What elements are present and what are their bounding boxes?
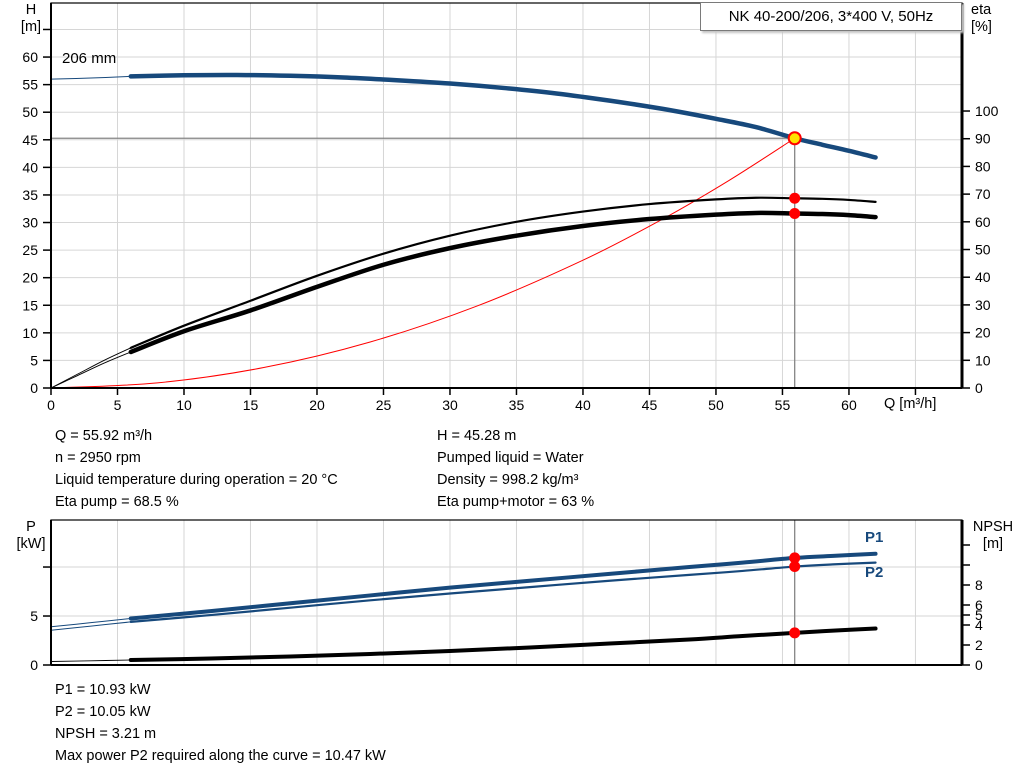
npsh-curve-lead: [50, 659, 131, 662]
y-right-tick-label: 90: [975, 131, 991, 147]
chart-title-box: NK 40-200/206, 3*400 V, 50Hz: [700, 2, 962, 31]
y-left-tick-label: 30: [22, 215, 38, 231]
info-line: Q = 55.92 m³/h: [55, 428, 153, 444]
eta-axis-header: eta [%]: [971, 2, 992, 35]
y-right-tick-label: 0: [975, 657, 983, 673]
info-line: P1 = 10.93 kW: [55, 682, 151, 698]
y-right-tick-label: 30: [975, 297, 991, 313]
y-left-tick-label: 50: [22, 104, 38, 120]
y-right-tick-label: 70: [975, 186, 991, 202]
p1-curve: [128, 551, 878, 621]
npsh-axis-header: NPSH [m]: [972, 519, 1014, 552]
y-left-tick-label: 55: [22, 77, 38, 93]
x-tick-label: 35: [509, 397, 525, 413]
x-tick-label: 60: [841, 397, 857, 413]
y-right-tick-label: 8: [975, 577, 983, 593]
x-tick-label: 0: [47, 397, 55, 413]
power-info-block: P1 = 10.93 kW P2 = 10.05 kW NPSH = 3.21 …: [55, 679, 386, 767]
y-right-tick-label: 100: [975, 103, 999, 119]
y-right-tick-label: 5: [975, 607, 983, 623]
duty-value-marker: [789, 192, 801, 204]
info-line: H = 45.28 m: [437, 428, 517, 444]
head-curve: [128, 72, 878, 160]
duty-info-left-column: Q = 55.92 m³/h n = 2950 rpm Liquid tempe…: [55, 425, 338, 513]
y-left-tick-label: 25: [22, 242, 38, 258]
x-tick-label: 30: [442, 397, 458, 413]
head-curve-lead: [50, 75, 131, 80]
eta-pump-curve: [129, 196, 877, 349]
y-right-tick-label: 6: [975, 597, 983, 613]
eta-pump-motor-curve: [128, 210, 878, 355]
y-left-tick-label: 45: [22, 132, 38, 148]
y-left-tick-label: 35: [22, 187, 38, 203]
info-line: Density = 998.2 kg/m³: [437, 472, 579, 488]
p-axis-header: P [kW]: [16, 519, 46, 552]
y-left-tick-label: 15: [22, 297, 38, 313]
y-right-tick-label: 20: [975, 325, 991, 341]
chart-title: NK 40-200/206, 3*400 V, 50Hz: [728, 8, 934, 25]
duty-value-marker: [789, 208, 801, 220]
npsh-curve: [128, 626, 878, 662]
y-right-tick-label: 0: [975, 380, 983, 396]
x-tick-label: 15: [243, 397, 259, 413]
info-line: NPSH = 3.21 m: [55, 726, 157, 742]
y-left-tick-label: 0: [30, 657, 38, 673]
system-curve: [50, 137, 796, 389]
x-tick-label: 45: [642, 397, 658, 413]
info-line: Liquid temperature during operation = 20…: [55, 472, 338, 488]
p2-curve: [129, 561, 877, 623]
info-line: n = 2950 rpm: [55, 450, 141, 466]
x-tick-label: 5: [114, 397, 122, 413]
p2-curve-label: P2: [865, 564, 884, 581]
x-tick-label: 20: [309, 397, 325, 413]
impeller-diameter-label: 206 mm: [62, 50, 117, 67]
info-line: Max power P2 required along the curve = …: [55, 748, 386, 764]
y-right-tick-label: 2: [975, 637, 983, 653]
info-line: P2 = 10.05 kW: [55, 704, 151, 720]
y-right-tick-label: 50: [975, 242, 991, 258]
info-line: Eta pump = 68.5 %: [55, 494, 179, 510]
y-right-tick-label: 10: [975, 352, 991, 368]
y-left-tick-label: 5: [30, 352, 38, 368]
info-line: Eta pump+motor = 63 %: [437, 494, 595, 510]
eta-pump-curve-lead: [50, 347, 131, 389]
y-right-tick-label: 4: [975, 617, 983, 633]
duty-value-marker: [789, 552, 801, 564]
p1-curve-label: P1: [865, 529, 884, 546]
p2-curve-lead: [50, 621, 131, 631]
y-left-tick-label: 40: [22, 159, 38, 175]
duty-value-marker: [789, 627, 801, 639]
x-tick-label: 55: [775, 397, 791, 413]
x-tick-label: 10: [176, 397, 192, 413]
plot-frame: [50, 519, 963, 666]
y-left-tick-label: 20: [22, 270, 38, 286]
y-left-tick-label: 60: [22, 49, 38, 65]
y-left-tick-label: 0: [30, 380, 38, 396]
duty-point-marker: [787, 131, 802, 146]
y-right-tick-label: 80: [975, 158, 991, 174]
y-right-tick-label: 60: [975, 214, 991, 230]
y-right-tick-label: 40: [975, 269, 991, 285]
x-tick-label: 50: [708, 397, 724, 413]
duty-info-right-column: H = 45.28 m Pumped liquid = Water Densit…: [437, 425, 594, 513]
eta-pump-motor-curve-lead: [50, 351, 131, 389]
h-axis-header: H [m]: [20, 2, 42, 35]
x-tick-label: 40: [575, 397, 591, 413]
y-left-tick-label: 5: [30, 608, 38, 624]
q-axis-label: Q [m³/h]: [884, 396, 937, 412]
info-line: Pumped liquid = Water: [437, 450, 584, 466]
y-left-tick-label: 10: [22, 325, 38, 341]
x-tick-label: 25: [376, 397, 392, 413]
p1-curve-lead: [50, 617, 131, 628]
duty-value-marker: [789, 561, 801, 573]
